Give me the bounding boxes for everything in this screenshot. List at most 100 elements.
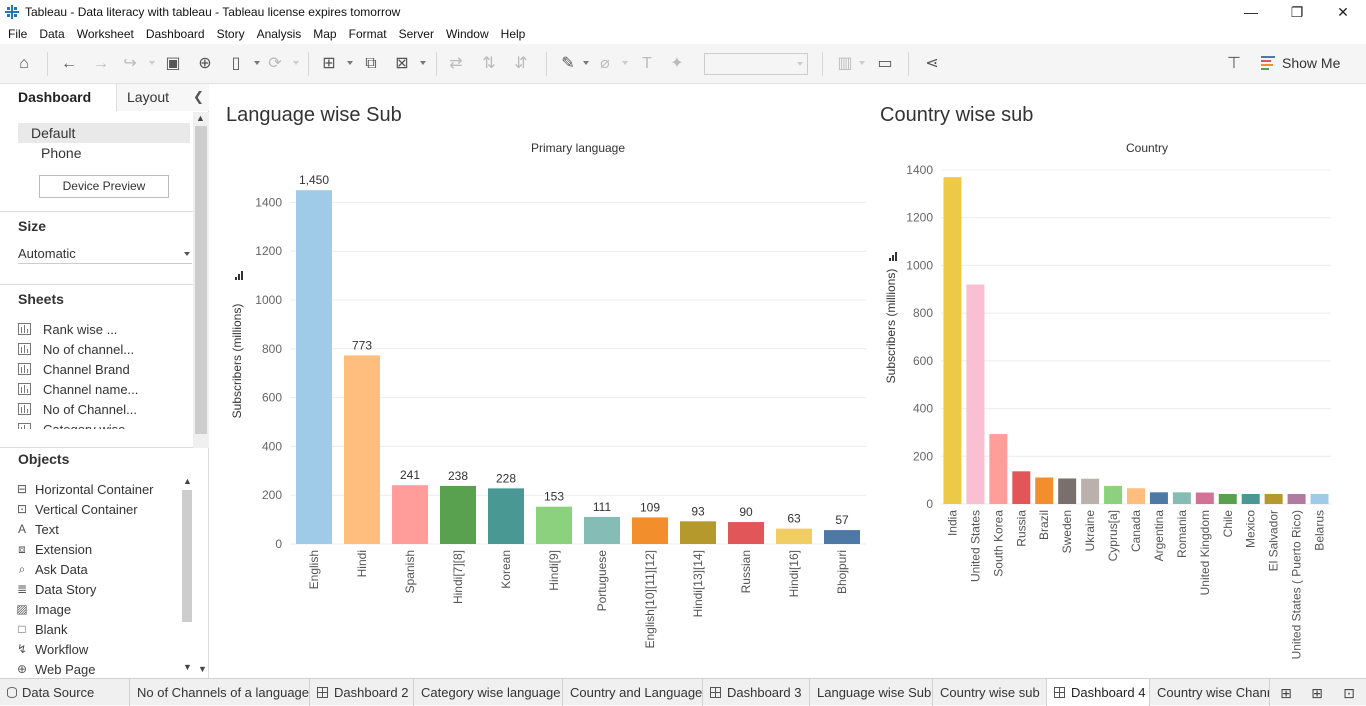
attach-icon[interactable]: ⌀	[600, 55, 610, 72]
object-item-ask-data[interactable]: ⌕ Ask Data	[15, 559, 88, 579]
menu-map[interactable]: Map	[313, 27, 337, 41]
fit-icon[interactable]: ▥	[837, 55, 853, 72]
sheet-item[interactable]: Channel Brand	[18, 359, 130, 379]
menu-worksheet[interactable]: Worksheet	[76, 27, 134, 41]
object-item-vertical-container[interactable]: ⊡ Vertical Container	[15, 499, 138, 519]
sheet-tab-dashboard-2[interactable]: Dashboard 2	[310, 679, 414, 706]
sheet-tab-country-wise-channe[interactable]: Country wise Channe	[1150, 679, 1270, 706]
presentation-icon[interactable]: ▭	[877, 55, 893, 72]
new-worksheet-tab-icon[interactable]: ⊞	[1280, 685, 1292, 701]
sort-icon[interactable]	[889, 252, 897, 261]
fit-dropdown[interactable]	[704, 53, 808, 75]
sheet-item[interactable]: No of channel...	[18, 339, 134, 359]
menu-server[interactable]: Server	[398, 27, 434, 41]
swap-icon[interactable]: ⇄	[449, 55, 463, 72]
country-bar-chart[interactable]: Country Subscribers (millions) 0 200 400 600 8…	[875, 136, 1366, 676]
new-dashboard-tab-icon[interactable]: ⊞	[1311, 685, 1323, 701]
sheet-tab-language-wise-sub[interactable]: Language wise Sub	[810, 679, 933, 706]
bar[interactable]	[1127, 488, 1145, 504]
object-item-image[interactable]: ▨ Image	[15, 599, 71, 619]
new-data-source-icon[interactable]: ⊕	[198, 55, 212, 72]
sheet-tab-dashboard-3[interactable]: Dashboard 3	[703, 679, 810, 706]
sheet-item[interactable]: Rank wise ...	[18, 319, 117, 339]
bar[interactable]	[536, 506, 572, 544]
bar[interactable]	[1264, 493, 1283, 504]
device-default[interactable]: Default	[18, 123, 190, 143]
object-item-horizontal-container[interactable]: ⊟ Horizontal Container	[15, 479, 154, 499]
bar[interactable]	[632, 517, 668, 544]
bar[interactable]	[1012, 471, 1031, 504]
sheet-tab-category-wise-language[interactable]: Category wise language	[414, 679, 563, 706]
restore-button[interactable]: ❐	[1290, 3, 1304, 20]
label-icon[interactable]: T	[642, 55, 652, 72]
format-paint-icon[interactable]: ⊤	[1227, 55, 1241, 72]
bar[interactable]	[296, 190, 332, 544]
undo-icon[interactable]: ←	[61, 55, 77, 72]
menu-data[interactable]: Data	[39, 27, 65, 41]
sheet-item[interactable]: Channel name...	[18, 379, 138, 399]
sheet-tab-dashboard-4[interactable]: Dashboard 4	[1047, 679, 1150, 706]
tab-layout[interactable]: Layout	[116, 84, 209, 111]
sheet-tab-data-source[interactable]: Data Source	[0, 679, 130, 706]
redo-icon[interactable]: →	[93, 55, 109, 72]
menu-format[interactable]: Format	[348, 27, 387, 41]
scroll-down-icon[interactable]: ▼	[198, 664, 207, 674]
bar[interactable]	[728, 522, 764, 544]
bar[interactable]	[1241, 493, 1260, 504]
menu-file[interactable]: File	[8, 27, 28, 41]
object-item-text[interactable]: A Text	[15, 519, 59, 539]
bar[interactable]	[966, 284, 985, 504]
bar[interactable]	[440, 485, 476, 544]
sheet-tab-country-and-language[interactable]: Country and Language	[563, 679, 703, 706]
pause-updates-icon[interactable]: ▯	[231, 55, 241, 72]
home-icon[interactable]: ⌂	[19, 55, 29, 72]
save-icon[interactable]: ▣	[165, 55, 181, 72]
bar[interactable]	[680, 521, 716, 544]
sheet-item[interactable]: No of Channel...	[18, 399, 137, 419]
new-worksheet-icon[interactable]: ⊞	[322, 55, 336, 72]
replay-icon[interactable]: ↪	[123, 55, 137, 72]
language-bar-chart[interactable]: Primary language Subscribers (millions) 0 2…	[210, 136, 875, 676]
device-preview-button[interactable]: Device Preview	[39, 175, 169, 198]
collapse-pane-icon[interactable]: ❮	[193, 89, 204, 104]
bar[interactable]	[1172, 492, 1191, 504]
bar[interactable]	[943, 177, 962, 504]
bar[interactable]	[1081, 478, 1100, 504]
sheet-tab-no-of-channels-of-a-language[interactable]: No of Channels of a language	[130, 679, 310, 706]
sheet-tab-country-wise-sub[interactable]: Country wise sub	[933, 679, 1047, 706]
size-dropdown[interactable]: Automatic	[18, 244, 192, 264]
menu-analysis[interactable]: Analysis	[256, 27, 302, 41]
menu-dashboard[interactable]: Dashboard	[145, 27, 205, 41]
bar[interactable]	[989, 434, 1008, 504]
sheet-item[interactable]: Category wise...	[18, 419, 136, 429]
pin-icon[interactable]: ✦	[670, 55, 684, 72]
bar[interactable]	[776, 528, 812, 544]
object-item-workflow[interactable]: ↯ Workflow	[15, 639, 88, 659]
clear-icon[interactable]: ⊠	[395, 55, 409, 72]
bar[interactable]	[1149, 492, 1168, 504]
bar[interactable]	[1310, 493, 1329, 504]
share-icon[interactable]: ⋖	[925, 55, 939, 72]
object-item-extension[interactable]: ⧈ Extension	[15, 539, 92, 559]
bar[interactable]	[488, 488, 524, 544]
highlight-icon[interactable]: ✎	[561, 55, 575, 72]
close-button[interactable]: ✕	[1337, 3, 1349, 20]
pane-scrollbar[interactable]: ▲	[193, 112, 209, 448]
new-story-tab-icon[interactable]: ⊡	[1343, 685, 1355, 701]
menu-window[interactable]: Window	[445, 27, 489, 41]
bar[interactable]	[1035, 477, 1054, 504]
object-item-data-story[interactable]: ≣ Data Story	[15, 579, 96, 599]
bar[interactable]	[1218, 493, 1237, 504]
bar[interactable]	[1195, 492, 1214, 504]
bar[interactable]	[392, 485, 428, 544]
tab-dashboard[interactable]: Dashboard	[0, 84, 116, 111]
bar[interactable]	[1287, 493, 1306, 504]
menu-story[interactable]: Story	[216, 27, 245, 41]
menu-help[interactable]: Help	[500, 27, 526, 41]
refresh-icon[interactable]: ⟳	[268, 55, 282, 72]
object-item-blank[interactable]: □ Blank	[15, 619, 67, 639]
bar[interactable]	[584, 516, 620, 544]
bar[interactable]	[1104, 485, 1123, 504]
duplicate-icon[interactable]: ⧉	[365, 55, 377, 72]
bar[interactable]	[824, 530, 860, 544]
